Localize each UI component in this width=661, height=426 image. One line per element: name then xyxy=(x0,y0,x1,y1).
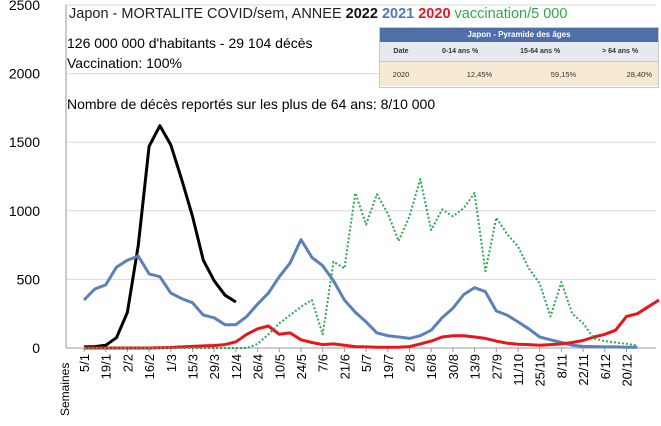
vaccination-annotation: Vaccination: 100% xyxy=(67,55,182,71)
x-tick-label: 19/1 xyxy=(99,354,114,379)
chart-title-part: 2022 xyxy=(346,6,378,22)
x-tick-label: 10/5 xyxy=(272,354,287,379)
y-tick-label: 1000 xyxy=(9,203,40,219)
y-tick-label: 0 xyxy=(32,340,40,356)
age-pyramid-header-0-14: 0-14 ans % xyxy=(422,42,499,62)
age-pyramid-header-date: Date xyxy=(380,42,422,62)
x-tick-label: 20/12 xyxy=(620,354,635,387)
chart-title-part: 2021 xyxy=(378,6,414,22)
x-tick-label: 5/1 xyxy=(77,354,92,372)
x-tick-label: 22/11 xyxy=(576,354,591,386)
series-layer xyxy=(82,124,660,350)
x-tick-label: 25/10 xyxy=(533,354,548,387)
x-tick-label: 13/9 xyxy=(468,354,483,379)
x-tick-label: 5/7 xyxy=(359,354,374,372)
series-line-2020 xyxy=(84,298,660,350)
chart-title-part: vaccination/5 000 xyxy=(451,6,568,22)
x-tick-label: 12/4 xyxy=(229,354,244,379)
age-pyramid-header-64plus: > 64 ans % xyxy=(582,42,658,62)
x-axis-label: Semaines xyxy=(58,363,72,416)
age-pyramid-table: Japon - Pyramide des âges Date 0-14 ans … xyxy=(379,27,659,88)
age-pyramid-cell-64plus: 28,40% xyxy=(582,61,658,86)
series-line-2021 xyxy=(82,238,638,349)
x-tick-label: 2/2 xyxy=(120,354,135,372)
age-pyramid-cell-0-14: 12,45% xyxy=(422,61,499,86)
age-pyramid-grid: Date 0-14 ans % 15-64 ans % > 64 ans % 2… xyxy=(380,42,658,86)
x-tick-label: 16/8 xyxy=(424,354,439,379)
series-line-2022 xyxy=(83,124,237,349)
y-tick-label: 2500 xyxy=(9,0,40,13)
elderly-deaths-annotation: Nombre de décès reportés sur les plus de… xyxy=(67,96,435,112)
x-tick-label: 1/3 xyxy=(164,354,179,372)
x-tick-label: 2/8 xyxy=(403,354,418,372)
x-tick-label: 29/3 xyxy=(207,354,222,379)
age-pyramid-data-row: 2020 12,45% 59,15% 28,40% xyxy=(380,61,658,86)
x-tick-label: 19/7 xyxy=(381,354,396,379)
chart-title-part: Japon - MORTALITE COVID/sem, ANNEE xyxy=(69,6,346,22)
y-tick-label: 500 xyxy=(17,271,41,287)
x-tick-label: 11/10 xyxy=(511,354,526,386)
age-pyramid-cell-15-64: 59,15% xyxy=(498,61,583,86)
population-annotation: 126 000 000 d'habitants - 29 104 décès xyxy=(67,35,313,51)
age-pyramid-header-row: Date 0-14 ans % 15-64 ans % > 64 ans % xyxy=(380,42,658,62)
x-tick-label: 26/4 xyxy=(251,354,266,379)
chart-title: Japon - MORTALITE COVID/sem, ANNEE 2022 … xyxy=(69,6,567,22)
age-pyramid-cell-date: 2020 xyxy=(380,61,422,86)
age-pyramid-title: Japon - Pyramide des âges xyxy=(380,28,658,42)
x-tick-label: 30/8 xyxy=(446,354,461,379)
age-pyramid-header-15-64: 15-64 ans % xyxy=(498,42,583,62)
y-tick-label: 2000 xyxy=(9,66,40,82)
x-tick-label: 24/5 xyxy=(294,354,309,379)
y-tick-label: 1500 xyxy=(9,134,40,150)
x-tick-label: 7/6 xyxy=(316,354,331,372)
x-tick-label: 6/12 xyxy=(598,354,613,379)
x-tick-label: 8/11 xyxy=(554,354,569,378)
chart-title-part: 2020 xyxy=(414,6,450,22)
x-tick-label: 21/6 xyxy=(337,354,352,379)
x-tick-label: 15/3 xyxy=(186,354,201,379)
x-tick-label: 16/2 xyxy=(142,354,157,379)
x-tick-label: 27/9 xyxy=(489,354,504,379)
series-line-vaccination-5-000 xyxy=(84,178,638,349)
